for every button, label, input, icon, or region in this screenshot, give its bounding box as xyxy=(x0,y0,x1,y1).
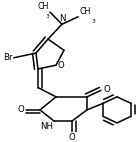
Text: 3: 3 xyxy=(92,19,96,24)
Text: 3: 3 xyxy=(45,14,49,19)
Text: CH: CH xyxy=(79,7,90,16)
Text: CH: CH xyxy=(38,2,49,11)
Text: O: O xyxy=(69,133,75,142)
Text: N: N xyxy=(59,14,65,23)
Text: Br: Br xyxy=(3,53,13,62)
Text: O: O xyxy=(58,61,65,70)
Text: O: O xyxy=(103,85,110,94)
Text: NH: NH xyxy=(40,122,53,131)
Text: O: O xyxy=(17,105,24,114)
